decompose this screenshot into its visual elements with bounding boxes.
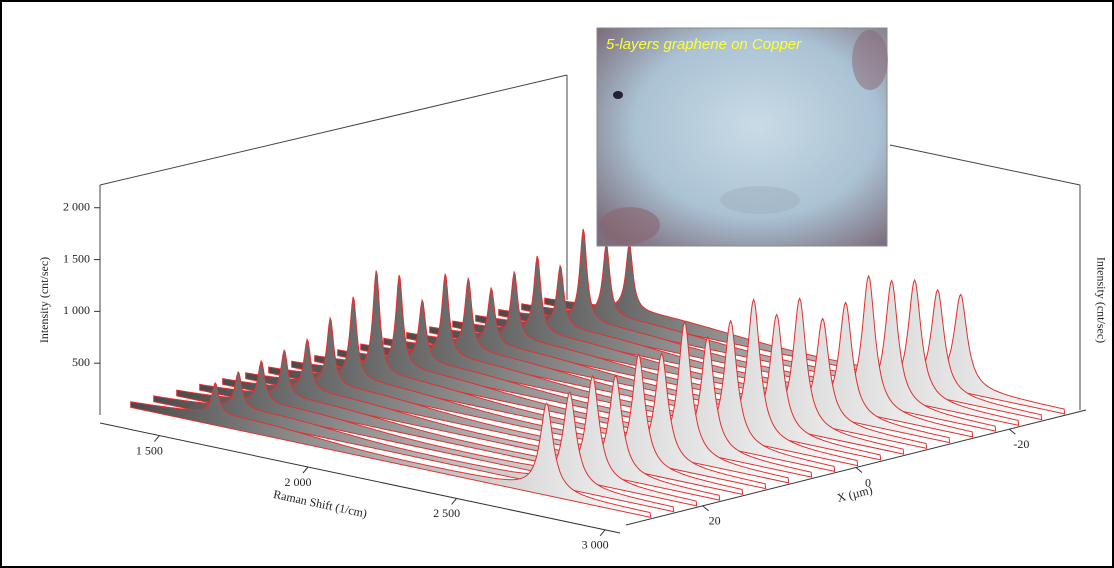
- x-tick: [855, 467, 863, 473]
- spectrum: [383, 276, 905, 455]
- y2-axis-label: Intensity (cnt/sec): [1094, 257, 1108, 343]
- x-tick-label: -20: [1013, 437, 1029, 451]
- r-tick: [154, 435, 160, 442]
- spectrum: [521, 241, 1043, 421]
- x-tick: [1009, 428, 1016, 435]
- r-tick-label: 3 000: [582, 538, 609, 552]
- inset-title: 5-layers graphene on Copper: [606, 36, 802, 53]
- inset-photo: 5-layers graphene on Copper: [596, 27, 888, 247]
- x-tick-label: 20: [709, 514, 721, 528]
- r-tick-label: 2 000: [285, 475, 312, 489]
- r-tick-label: 1 500: [136, 443, 163, 457]
- axes-box: [99, 74, 1081, 415]
- spectrum: [291, 270, 813, 478]
- r-axis: [99, 422, 621, 534]
- r-tick: [599, 529, 606, 537]
- y-tick-label: 500: [72, 355, 90, 369]
- spectrum: [268, 296, 790, 484]
- r-tick: [302, 466, 309, 474]
- spectrum: [245, 316, 767, 490]
- y-axis-label: Intensity (cnt/sec): [37, 257, 51, 343]
- spectrum: [130, 381, 652, 518]
- spectrum: [360, 273, 882, 461]
- r-tick-label: 2 500: [433, 506, 460, 520]
- r-tick: [451, 498, 457, 505]
- spectrum: [314, 274, 836, 472]
- y-tick-label: 1 500: [63, 251, 90, 265]
- y-tick-label: 1 000: [63, 303, 90, 317]
- y-tick-label: 2 000: [63, 199, 90, 213]
- x-tick-label: 0: [865, 475, 871, 489]
- x-tick: [702, 505, 709, 512]
